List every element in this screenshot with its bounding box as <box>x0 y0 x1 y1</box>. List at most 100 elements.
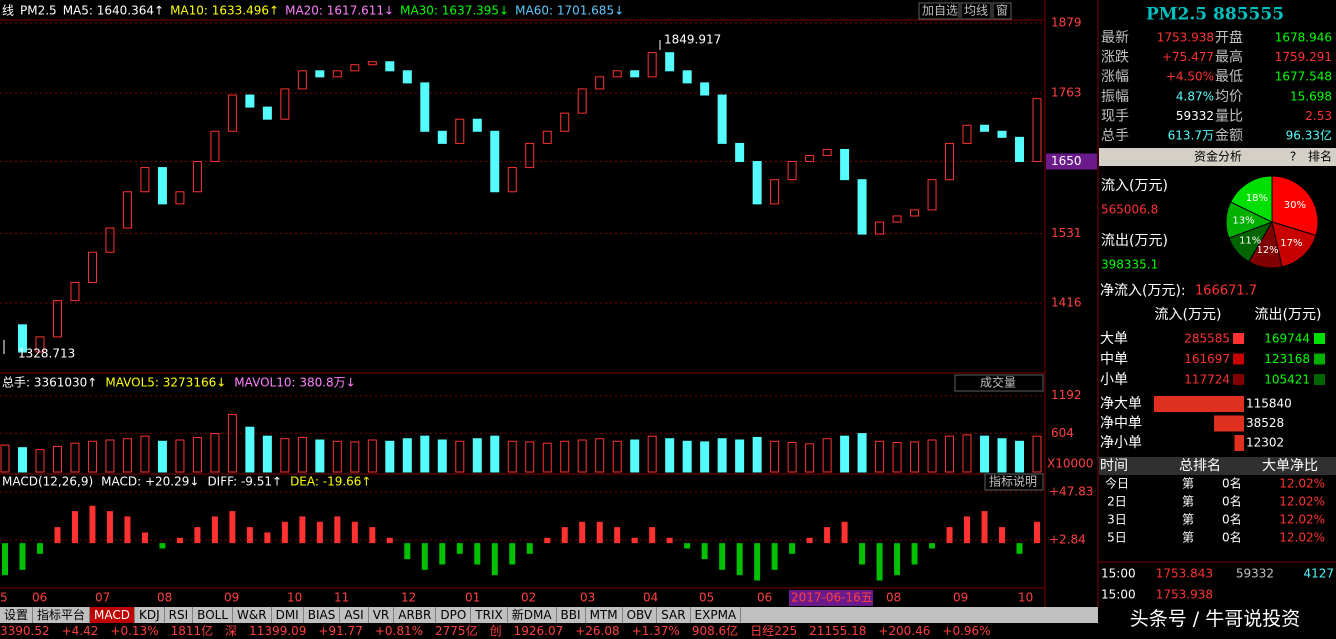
x-tick-label: 07 <box>95 591 110 605</box>
indicator-tab[interactable]: OBV <box>623 607 658 623</box>
net-label: 净流入(万元): <box>1100 283 1186 299</box>
fund-tab[interactable]: 资金分析 <box>1194 149 1242 164</box>
macd-bar <box>911 543 918 565</box>
status-item: +91.77 <box>318 624 363 638</box>
volume-bar <box>210 433 220 473</box>
toolbar-button[interactable] <box>918 2 960 20</box>
outflow-value: 398335.1 <box>1101 258 1158 272</box>
indicator-tab[interactable]: DMI <box>272 607 304 623</box>
rank-prefix: 第 <box>1182 477 1194 491</box>
toolbar-button[interactable] <box>960 2 992 20</box>
indicator-tab[interactable]: W&R <box>233 607 272 623</box>
volume-legend: MAVOL5: 3273166↓ <box>105 376 226 390</box>
candle <box>910 209 920 217</box>
indicator-button[interactable] <box>984 473 1044 491</box>
volume-bar <box>70 442 80 473</box>
indicator-tab[interactable]: BIAS <box>304 607 341 623</box>
volume-bar <box>350 441 360 473</box>
candle <box>420 82 430 132</box>
volume-bar <box>315 439 325 473</box>
macd-bar <box>1016 543 1023 554</box>
color-key <box>1233 374 1244 385</box>
table-header: 流入(万元) <box>1155 307 1222 323</box>
rank-period: 今日 <box>1105 476 1129 491</box>
status-item: 创 <box>489 624 502 638</box>
status-item: +200.46 <box>878 624 931 638</box>
chart-area: 线 PM2.5 MA5: 1640.364↑ MA10: 1633.496↑ MA20:… <box>0 0 1336 607</box>
indicator-tab[interactable]: BOLL <box>193 607 234 623</box>
candle <box>980 124 990 132</box>
candle <box>472 118 482 132</box>
macd-bar <box>509 543 516 565</box>
indicator-tab[interactable]: MACD <box>90 607 136 623</box>
volume-bar <box>717 438 727 473</box>
indicator-tab[interactable]: ASI <box>340 607 369 623</box>
tick-cell: 1753.843 <box>1156 567 1213 581</box>
volume-bar <box>525 441 535 473</box>
table-label: 大单 <box>1100 331 1128 347</box>
quote-label: 量比 <box>1215 108 1243 124</box>
macd-bar <box>71 511 78 544</box>
pie-label: 17% <box>1280 238 1302 249</box>
rank-ratio: 12.02% <box>1279 531 1325 545</box>
candle <box>752 161 762 205</box>
volume-bar <box>752 436 762 473</box>
y-tick-label: 1763 <box>1051 86 1082 100</box>
candle <box>175 191 185 205</box>
indicator-tab[interactable]: ARBR <box>394 607 437 623</box>
indicator-tab[interactable]: RSI <box>165 607 194 623</box>
indicator-tab[interactable]: 设置 <box>0 607 34 623</box>
color-key <box>1233 353 1244 365</box>
x-tick-label: 2017-06-16五 <box>791 591 873 605</box>
indicator-tab[interactable]: EXPMA <box>691 607 742 623</box>
quote-value: 59332 <box>1176 109 1214 123</box>
volume-bar <box>385 440 395 473</box>
indicator-tab[interactable]: SAR <box>657 607 691 623</box>
pie-label: 30% <box>1284 200 1306 211</box>
y-tick-label: 1531 <box>1051 226 1082 240</box>
candle <box>962 124 972 144</box>
macd-bar <box>981 511 988 544</box>
indicator-tab[interactable]: 新DMA <box>508 607 557 623</box>
indicator-tab[interactable]: TRIX <box>471 607 508 623</box>
toolbar-button[interactable] <box>992 2 1012 20</box>
tick-cell: 59332 <box>1236 567 1274 581</box>
candle <box>1032 98 1042 163</box>
macd-bar <box>964 516 971 544</box>
chart-bg <box>0 0 1336 607</box>
volume-bar <box>472 438 482 473</box>
quote-value: +75.477 <box>1162 50 1214 64</box>
macd-bar <box>614 527 621 544</box>
x-tick-label: 02 <box>521 591 536 605</box>
macd-bar <box>474 543 481 565</box>
volume-bar <box>280 438 290 473</box>
indicator-button[interactable] <box>954 374 1044 392</box>
candle <box>787 161 797 181</box>
indicator-tab[interactable]: KDJ <box>135 607 165 623</box>
quote-value: 4.87% <box>1176 89 1214 103</box>
fund-tab[interactable]: 排名 <box>1308 149 1332 164</box>
indicator-label: 成交量 <box>980 375 1016 390</box>
macd-bar <box>579 521 586 544</box>
macd-bar <box>439 543 446 565</box>
volume-bar <box>840 435 850 473</box>
pie-slice <box>1229 175 1273 223</box>
inflow-value: 565006.8 <box>1101 203 1158 217</box>
indicator-tab[interactable]: VR <box>369 607 395 623</box>
candle <box>665 52 675 72</box>
indicator-tab[interactable]: MTM <box>586 607 623 623</box>
volume-bar <box>175 439 185 473</box>
macd-bar <box>859 543 866 565</box>
indicator-tab[interactable]: 指标平台 <box>33 607 91 623</box>
indicator-tab[interactable]: DPO <box>436 607 472 623</box>
fund-tab[interactable]: ? <box>1290 150 1296 164</box>
macd-bar <box>89 505 96 544</box>
volume-bar <box>157 440 167 473</box>
status-item: +26.08 <box>575 624 620 638</box>
candle <box>542 130 552 144</box>
macd-bar <box>841 521 848 544</box>
macd-bar <box>736 543 743 576</box>
volume-bar <box>437 439 447 473</box>
candle <box>455 118 465 144</box>
indicator-tab[interactable]: BBI <box>557 607 586 623</box>
